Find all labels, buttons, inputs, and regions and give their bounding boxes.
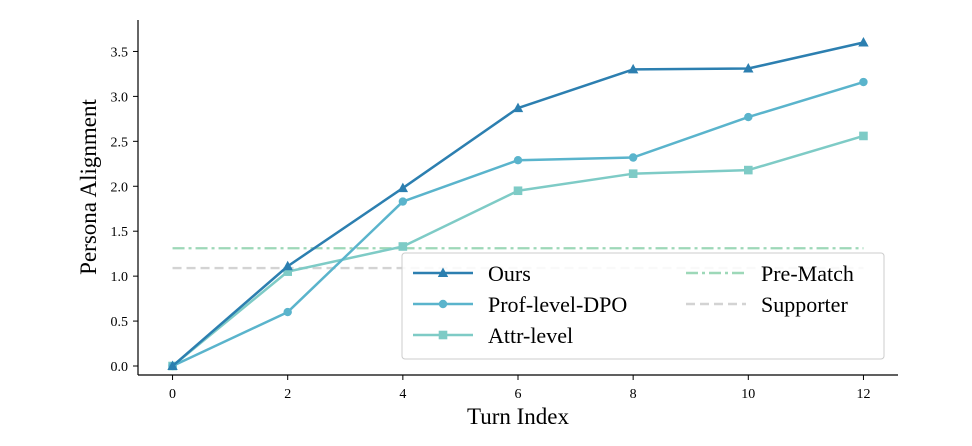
legend-label: Ours bbox=[488, 261, 531, 286]
x-ticks: 0 2 4 6 8 10 12 bbox=[169, 375, 870, 402]
data-point-prof-level-dpo bbox=[744, 112, 753, 122]
legend-item-ours: Ours bbox=[413, 261, 531, 286]
legend-item-supporter: Supporter bbox=[686, 292, 848, 317]
legend-item-attr-level: Attr-level bbox=[413, 323, 573, 348]
legend-label: Prof-level-DPO bbox=[488, 292, 627, 317]
data-point-attr-level bbox=[628, 169, 638, 178]
data-point-prof-level-dpo bbox=[398, 197, 408, 206]
data-point-attr-level bbox=[513, 186, 523, 196]
x-tick-label: 12 bbox=[856, 387, 870, 402]
y-tick-label: 2.0 bbox=[111, 180, 129, 195]
data-point-ours bbox=[858, 36, 869, 47]
series-attr-level bbox=[168, 131, 868, 371]
x-tick-label: 8 bbox=[630, 387, 637, 402]
x-tick-label: 6 bbox=[515, 387, 522, 402]
y-tick-label: 0.5 bbox=[111, 315, 129, 330]
axes: 0 2 4 6 8 10 12 0.0 0.5 1.0 1.5 2.0 2.5 3.0 3.5 Turn … bbox=[76, 20, 898, 429]
y-tick-label: 1.0 bbox=[111, 270, 129, 285]
data-point-ours bbox=[627, 63, 639, 74]
data-point-prof-level-dpo bbox=[628, 153, 638, 162]
data-point-attr-level bbox=[859, 131, 868, 141]
y-tick-label: 0.0 bbox=[111, 360, 129, 375]
x-axis-title: Turn Index bbox=[467, 404, 570, 429]
series-ours bbox=[167, 36, 869, 371]
y-tick-label: 2.5 bbox=[111, 135, 129, 150]
data-point-prof-level-dpo bbox=[513, 156, 523, 165]
data-point-ours bbox=[282, 260, 293, 271]
legend-item-prof-level-dpo: Prof-level-DPO bbox=[413, 292, 627, 317]
y-tick-label: 1.5 bbox=[111, 225, 129, 240]
data-point-ours bbox=[743, 63, 754, 73]
data-point-ours bbox=[397, 182, 409, 193]
y-ticks: 0.0 0.5 1.0 1.5 2.0 2.5 3.0 3.5 bbox=[111, 45, 138, 375]
legend-label: Pre-Match bbox=[761, 261, 854, 286]
data-point-attr-level bbox=[283, 267, 292, 276]
data-point-ours bbox=[512, 102, 524, 113]
y-tick-label: 3.5 bbox=[111, 45, 129, 60]
legend-item-pre-match: Pre-Match bbox=[686, 261, 854, 286]
legend-label: Attr-level bbox=[488, 323, 573, 348]
legend-marker bbox=[438, 330, 448, 340]
legend: Ours Prof-level-DPO Attr-level Pre-Match Sup… bbox=[401, 252, 885, 360]
data-point-ours bbox=[167, 360, 178, 371]
data-point-prof-level-dpo bbox=[283, 307, 292, 317]
x-tick-label: 0 bbox=[169, 387, 176, 402]
plot-area bbox=[167, 36, 869, 371]
y-tick-label: 3.0 bbox=[111, 90, 129, 105]
x-tick-label: 10 bbox=[741, 387, 755, 402]
x-tick-label: 2 bbox=[284, 387, 291, 402]
data-point-attr-level bbox=[398, 242, 408, 251]
legend-marker bbox=[437, 267, 449, 277]
series-prof-level-dpo bbox=[168, 77, 868, 371]
legend-label: Supporter bbox=[761, 292, 848, 317]
data-point-attr-level bbox=[744, 165, 753, 175]
y-axis-title: Persona Alignment bbox=[76, 99, 101, 275]
data-point-prof-level-dpo bbox=[859, 77, 868, 87]
legend-frame bbox=[401, 252, 885, 360]
x-tick-label: 4 bbox=[399, 387, 406, 402]
legend-marker bbox=[438, 299, 448, 309]
